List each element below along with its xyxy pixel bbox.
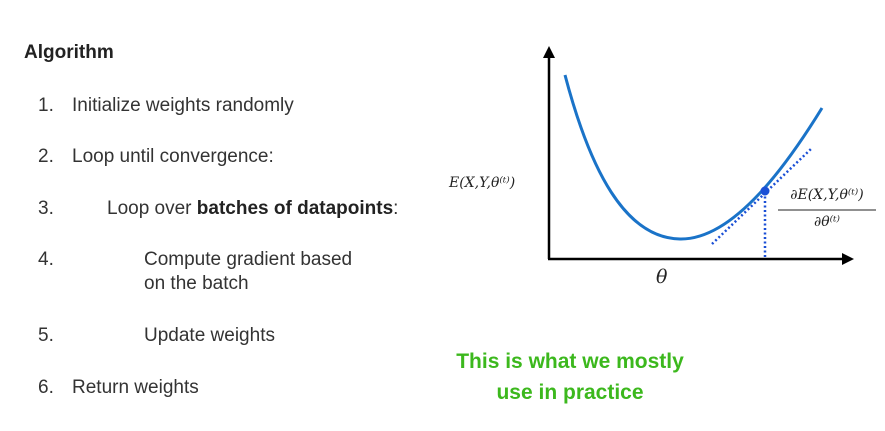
- gradient-numerator: ∂E(X,Y,θ⁽ᵗ⁾): [790, 187, 863, 203]
- step-number: 6.: [38, 377, 54, 398]
- step-number: 5.: [38, 325, 54, 346]
- step-text: Initialize weights randomly: [72, 95, 294, 116]
- x-axis-label: θ: [656, 266, 668, 288]
- tangent-line: [711, 147, 813, 245]
- step-number: 4.: [38, 249, 54, 270]
- loss-curve: [563, 74, 824, 241]
- callout-line2: use in practice: [496, 381, 644, 404]
- y-axis-label: E(X,Y,θ⁽ᵗ⁾): [448, 175, 515, 191]
- step-text-bold: batches of datapoints: [196, 198, 394, 219]
- step-text: Loop until convergence:: [72, 146, 274, 167]
- step-text-suffix: :: [393, 198, 399, 219]
- gradient-denominator: ∂θ⁽ᵗ⁾: [814, 214, 841, 230]
- current-point: [760, 186, 770, 196]
- callout-line1: This is what we mostly: [456, 350, 684, 373]
- practice-callout: This is what we mostly use in practice: [420, 346, 720, 408]
- algorithm-title: Algorithm: [24, 42, 114, 63]
- step-text-line1: Compute gradient based: [144, 249, 353, 270]
- step-text: Return weights: [72, 377, 199, 398]
- step-text-plain: Loop over: [107, 198, 197, 219]
- step-text: Update weights: [144, 325, 275, 346]
- step-text-line2: on the batch: [144, 273, 249, 294]
- step-number: 3.: [38, 198, 54, 219]
- step-number: 1.: [38, 95, 54, 116]
- step-number: 2.: [38, 146, 54, 167]
- step-text: Loop over batches of datapoints:: [107, 197, 398, 221]
